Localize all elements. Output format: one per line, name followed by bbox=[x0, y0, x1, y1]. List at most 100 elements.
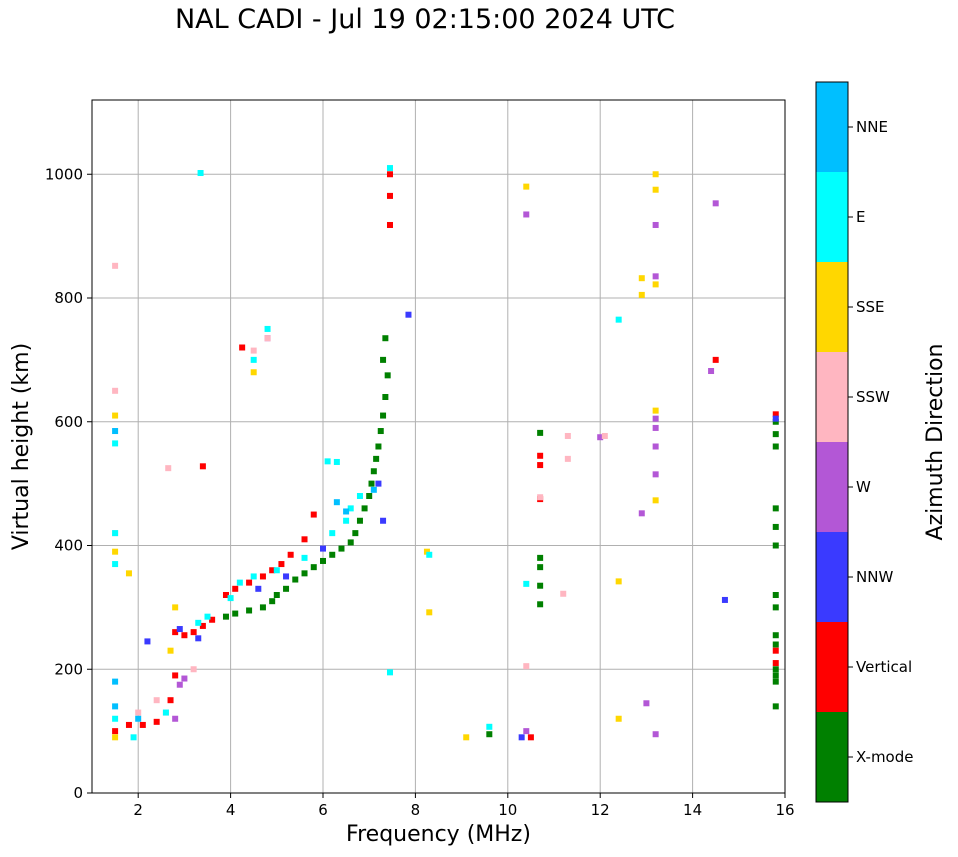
data-point-vertical bbox=[139, 721, 146, 728]
data-point-vertical bbox=[153, 718, 160, 725]
x-tick-label: 2 bbox=[133, 801, 143, 819]
plot-frame bbox=[91, 99, 786, 794]
data-point-ssw bbox=[165, 465, 172, 472]
data-point-nne bbox=[112, 678, 119, 685]
data-point-x-mode bbox=[283, 585, 290, 592]
data-point-x-mode bbox=[772, 505, 779, 512]
data-point-w bbox=[712, 200, 719, 207]
data-point-w bbox=[597, 434, 604, 441]
data-point-x-mode bbox=[772, 443, 779, 450]
data-point-e bbox=[236, 579, 243, 586]
data-point-e bbox=[264, 325, 271, 332]
data-point-vertical bbox=[301, 536, 308, 543]
data-point-x-mode bbox=[232, 610, 239, 617]
colorbar-tick-label: E bbox=[856, 208, 865, 226]
grid-lines bbox=[92, 100, 786, 794]
data-point-ssw bbox=[112, 262, 119, 269]
data-point-nnw bbox=[518, 734, 525, 741]
colorbar-tick-label: SSE bbox=[856, 298, 885, 316]
data-point-nnw bbox=[772, 415, 779, 422]
data-point-x-mode bbox=[772, 542, 779, 549]
data-point-nnw bbox=[255, 585, 262, 592]
data-point-vertical bbox=[278, 561, 285, 568]
data-point-w bbox=[652, 443, 659, 450]
data-point-w bbox=[652, 415, 659, 422]
data-point-vertical bbox=[190, 629, 197, 636]
data-point-e bbox=[615, 316, 622, 323]
data-point-x-mode bbox=[269, 598, 276, 605]
data-point-vertical bbox=[232, 585, 239, 592]
data-point-nne bbox=[333, 499, 340, 506]
data-point-x-mode bbox=[366, 493, 373, 499]
data-point-x-mode bbox=[380, 412, 387, 419]
data-point-vertical bbox=[386, 171, 393, 178]
data-point-ssw bbox=[250, 347, 257, 354]
data-point-w bbox=[172, 715, 179, 722]
data-point-x-mode bbox=[356, 517, 363, 524]
colorbar-segment bbox=[816, 172, 848, 262]
colorbar-segment bbox=[816, 82, 848, 172]
y-tick-label: 400 bbox=[54, 537, 83, 555]
data-point-e bbox=[329, 530, 336, 537]
data-point-x-mode bbox=[537, 429, 544, 436]
data-point-vertical bbox=[527, 734, 534, 741]
data-point-w bbox=[176, 681, 183, 688]
data-point-vertical bbox=[386, 221, 393, 228]
colorbar-tick-label: SSW bbox=[856, 388, 890, 406]
data-point-w bbox=[638, 510, 645, 517]
data-point-e bbox=[426, 551, 433, 558]
x-axis-label: Frequency (MHz) bbox=[346, 822, 531, 847]
data-point-w bbox=[652, 424, 659, 431]
data-point-e bbox=[195, 619, 202, 626]
data-point-x-mode bbox=[384, 372, 391, 379]
data-point-sse bbox=[426, 609, 433, 616]
x-tick-label: 4 bbox=[226, 801, 236, 819]
data-point-sse bbox=[463, 734, 470, 741]
data-point-nne bbox=[370, 486, 377, 493]
data-point-ssw bbox=[264, 335, 271, 342]
data-point-x-mode bbox=[292, 576, 299, 583]
data-point-e bbox=[227, 595, 234, 602]
data-point-nne bbox=[343, 508, 350, 515]
data-point-nnw bbox=[721, 596, 728, 603]
data-point-vertical bbox=[199, 463, 206, 470]
data-point-vertical bbox=[222, 592, 229, 598]
data-point-e bbox=[130, 734, 137, 741]
echo-points bbox=[112, 165, 779, 741]
data-point-x-mode bbox=[772, 523, 779, 530]
data-point-sse bbox=[167, 647, 174, 654]
colorbar-segment bbox=[816, 532, 848, 622]
colorbar-segment bbox=[816, 622, 848, 712]
data-point-vertical bbox=[209, 616, 216, 623]
data-point-vertical bbox=[772, 647, 779, 654]
data-point-x-mode bbox=[373, 455, 380, 462]
data-point-nnw bbox=[405, 311, 412, 318]
data-point-x-mode bbox=[772, 666, 779, 673]
data-point-x-mode bbox=[361, 505, 368, 512]
colorbar-frame bbox=[815, 81, 849, 803]
data-point-x-mode bbox=[537, 554, 544, 561]
data-point-ssw bbox=[537, 494, 544, 501]
data-point-nne bbox=[112, 428, 119, 435]
data-point-w bbox=[643, 700, 650, 707]
data-point-x-mode bbox=[222, 613, 229, 620]
data-point-x-mode bbox=[772, 678, 779, 685]
data-point-x-mode bbox=[537, 601, 544, 608]
data-point-vertical bbox=[287, 551, 294, 558]
data-point-sse bbox=[652, 171, 659, 178]
data-point-ssw bbox=[601, 432, 608, 439]
data-point-vertical bbox=[112, 728, 119, 735]
data-point-vertical bbox=[537, 452, 544, 459]
data-point-x-mode bbox=[382, 394, 389, 400]
x-tick-label: 10 bbox=[498, 801, 517, 819]
data-point-e bbox=[386, 669, 393, 676]
data-point-vertical bbox=[199, 622, 206, 629]
data-point-x-mode bbox=[537, 582, 544, 589]
data-point-ssw bbox=[564, 455, 571, 462]
data-point-x-mode bbox=[772, 632, 779, 639]
data-point-sse bbox=[112, 548, 119, 555]
data-point-x-mode bbox=[772, 672, 779, 679]
data-point-x-mode bbox=[772, 592, 779, 598]
data-point-e bbox=[273, 567, 280, 574]
